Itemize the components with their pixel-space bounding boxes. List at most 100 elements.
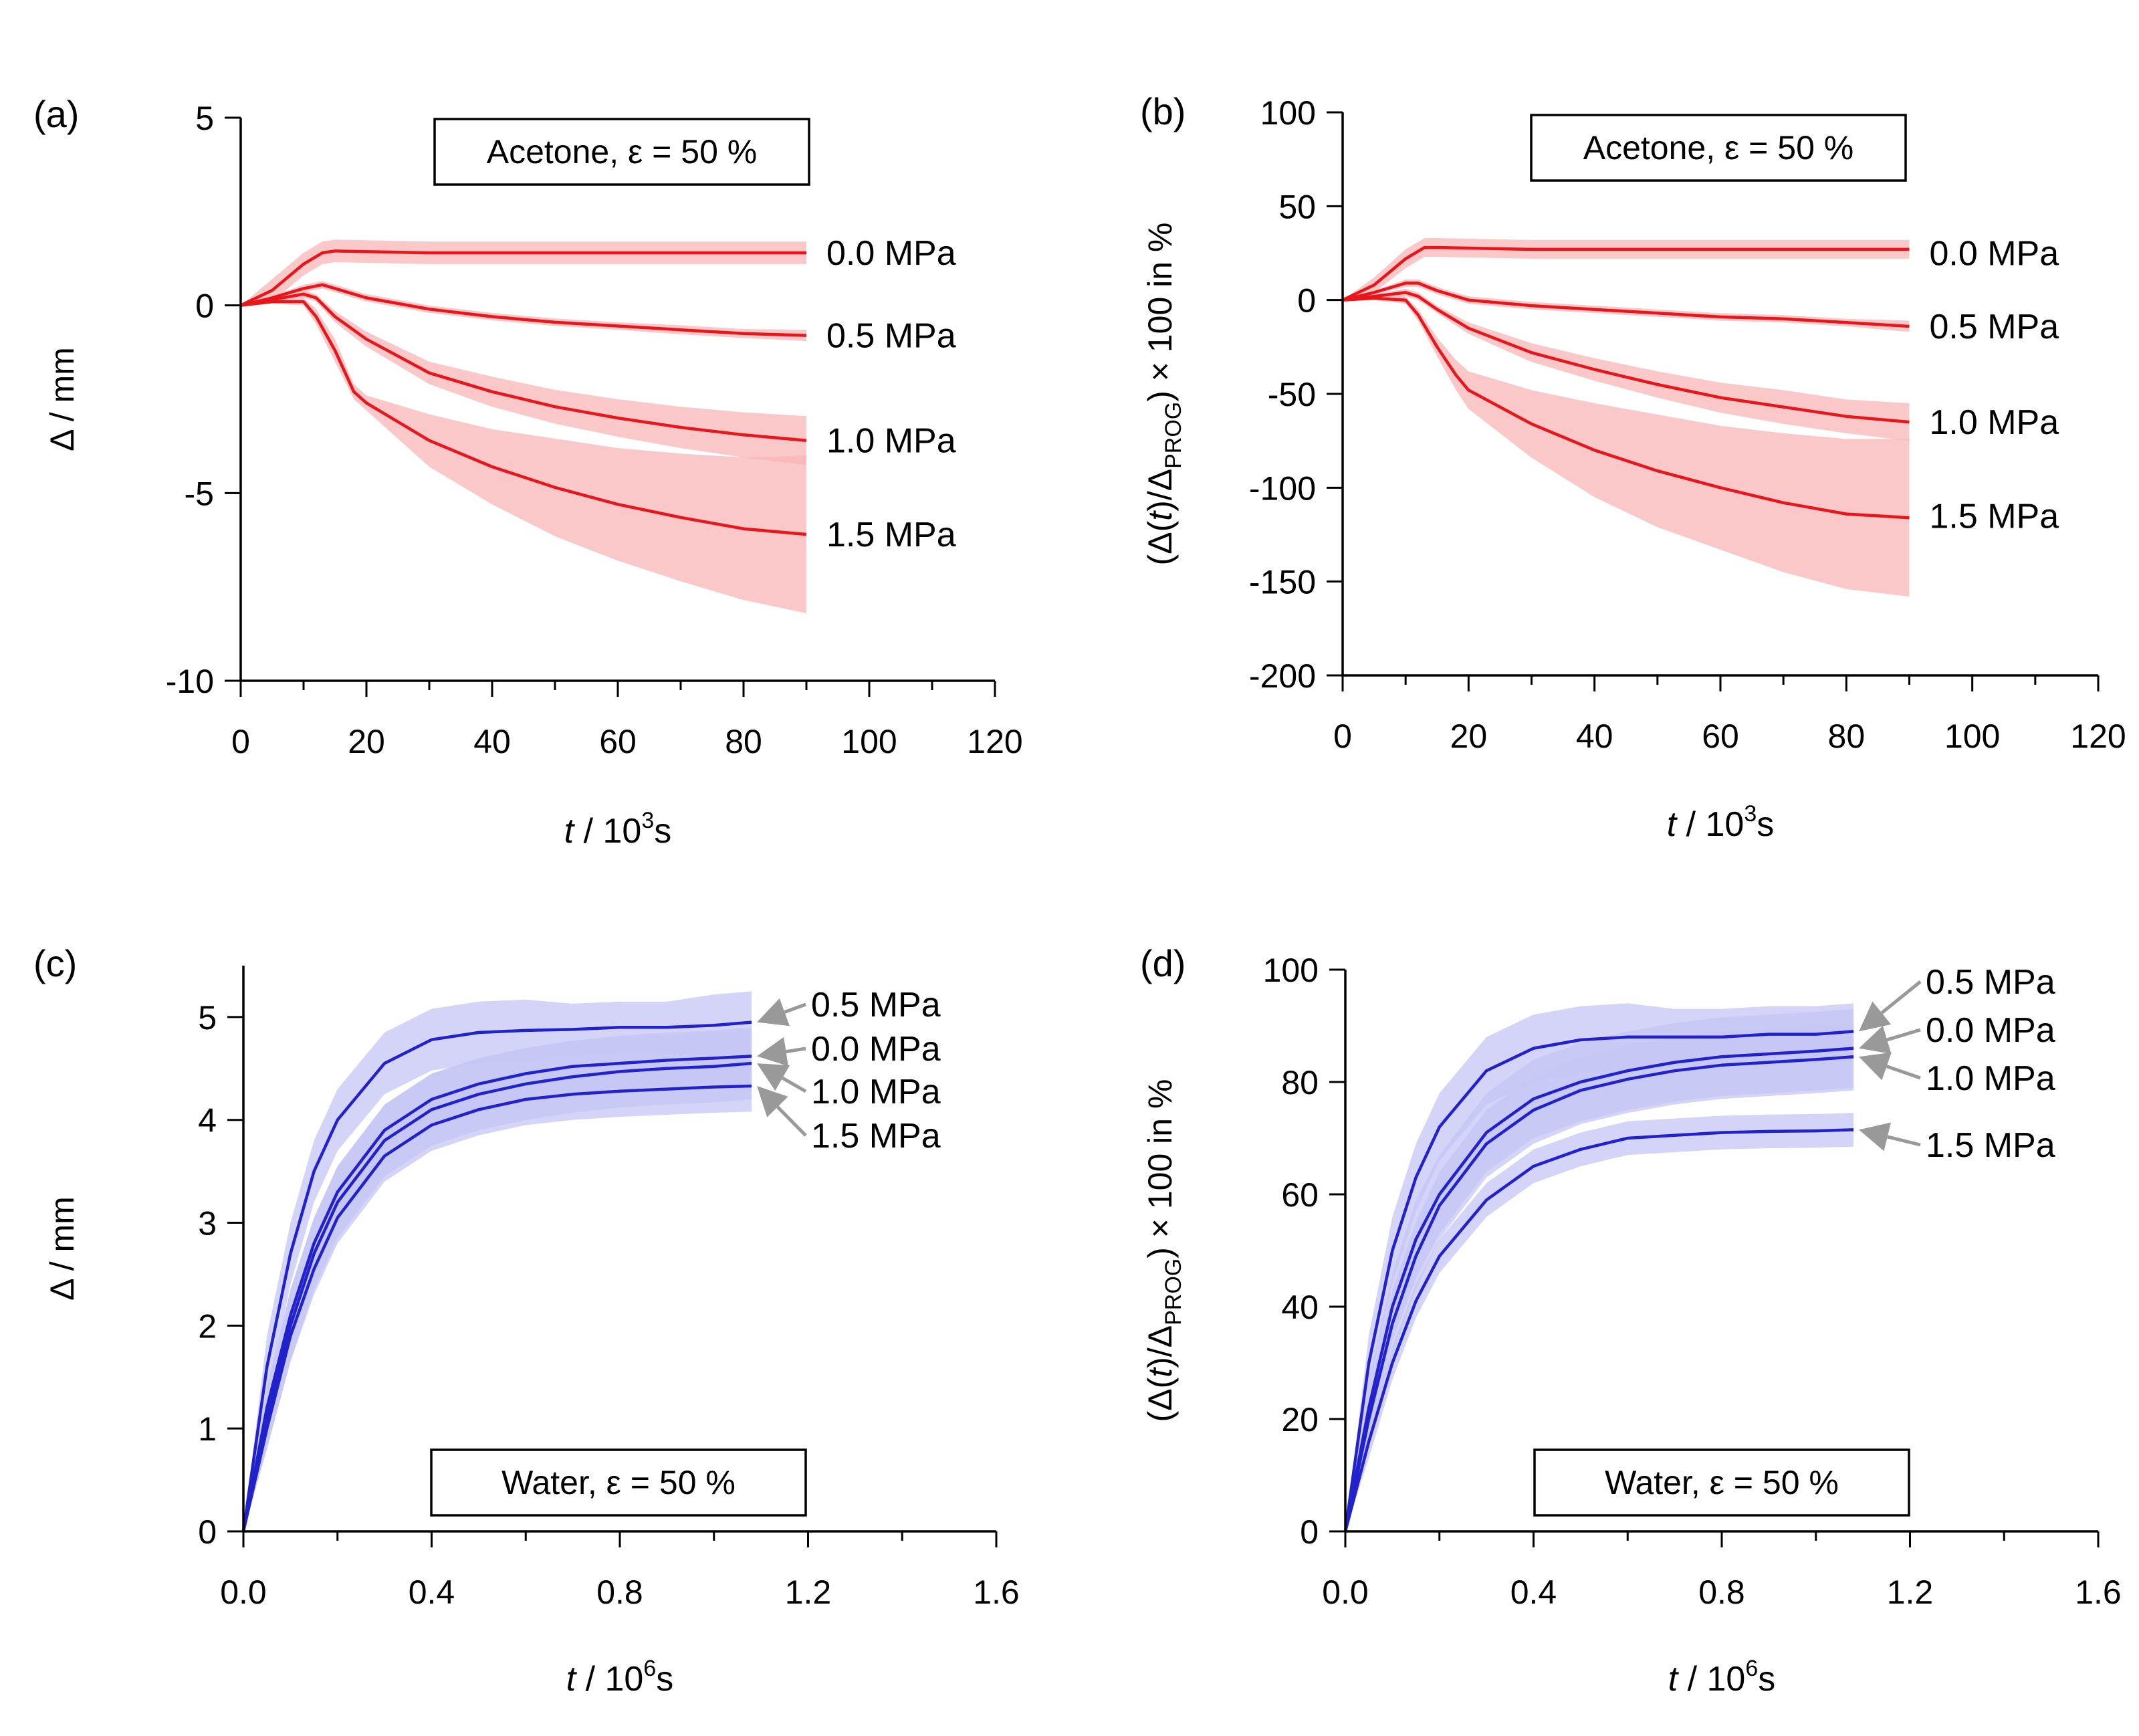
- y-tick-label: -5: [185, 475, 214, 512]
- x-tick-label: 100: [1944, 718, 2000, 755]
- x-tick-label: 0: [231, 723, 250, 760]
- y-tick-label: 80: [1281, 1064, 1319, 1101]
- x-label-unit: s: [1758, 1660, 1775, 1699]
- series-line-2: [241, 1061, 752, 1532]
- series-line-1: [240, 283, 807, 337]
- series-label-1: 0.5 MPa: [1930, 308, 2059, 346]
- y-label-var: t: [1141, 1367, 1179, 1378]
- series-label-2: 1.0 MPa: [826, 422, 956, 461]
- y-tick-label: 50: [1278, 188, 1316, 225]
- y-label-sub: PROG: [1161, 1259, 1186, 1325]
- y-tick-label: 4: [198, 1102, 217, 1140]
- series-label-3: 1.5 MPa: [826, 516, 956, 554]
- y-tick-label: 0: [1300, 1513, 1319, 1551]
- series-line-2: [1342, 291, 1910, 424]
- x-tick-label: 120: [2070, 718, 2126, 755]
- series-line-3: [1343, 1128, 1854, 1532]
- x-label-text: / 10: [1678, 1660, 1745, 1699]
- series-label-2: 1.0 MPa: [1926, 1059, 2055, 1098]
- band-series-3: [1343, 296, 1910, 597]
- y-label-pre: (Δ(: [1141, 520, 1179, 565]
- series-label-1: 0.5 MPa: [826, 317, 956, 356]
- y-tick-label: -10: [166, 663, 214, 700]
- y-tick-label: 5: [195, 100, 214, 137]
- x-tick-label: 40: [473, 723, 511, 760]
- label-arrow-2: [1886, 1065, 1921, 1080]
- y-label-mid: )/Δ: [1141, 469, 1179, 512]
- x-label-unit: s: [1757, 805, 1774, 844]
- series-line-2: [240, 292, 807, 442]
- panel-label: (c): [33, 942, 77, 984]
- y-label-post: ) × 100 in %: [1141, 223, 1179, 402]
- series-line-3: [240, 300, 807, 536]
- panel-c: (c) 0.0 0.4 0.8 1.2 1.6 0 1 2 3 4 5 t / 106s Δ / mm Wa…: [33, 942, 1020, 1699]
- x-tick-label: 120: [967, 723, 1022, 760]
- series-line-3: [241, 1084, 752, 1532]
- y-axis-label: Δ / mm: [43, 1196, 81, 1301]
- annotation-box: [1530, 114, 1907, 182]
- series-label-0: 0.5 MPa: [811, 986, 941, 1024]
- label-arrow-1: [1886, 1028, 1921, 1042]
- series-line-1: [241, 1055, 752, 1532]
- y-tick-label: 100: [1260, 94, 1316, 132]
- series-label-3: 1.5 MPa: [1926, 1126, 2055, 1165]
- label-arrowhead-1: [757, 1037, 788, 1067]
- y-label-var: t: [1141, 510, 1179, 521]
- x-tick-label: 40: [1576, 718, 1613, 755]
- x-axis-label: t / 103s: [564, 808, 672, 851]
- series-label-1: 0.0 MPa: [811, 1030, 941, 1069]
- x-label-unit: s: [654, 812, 671, 851]
- band-series-1: [241, 281, 806, 341]
- label-arrowhead-2: [1859, 1052, 1892, 1081]
- x-tick-label: 20: [348, 723, 385, 760]
- x-tick-label: 80: [725, 723, 762, 760]
- label-arrowhead-0: [757, 998, 790, 1026]
- y-tick-label: 0: [1297, 282, 1316, 320]
- y-axis-label: Δ / mm: [43, 347, 81, 451]
- series-label-0: 0.0 MPa: [1930, 235, 2059, 274]
- x-tick-label: 1.2: [1887, 1574, 1934, 1611]
- y-label-pre: (Δ(: [1141, 1377, 1179, 1422]
- x-tick-label: 0.4: [409, 1574, 455, 1611]
- x-tick-label: 20: [1450, 718, 1488, 755]
- y-axis-label: (Δ(t)/ΔPROG) × 100 in %: [1141, 1079, 1186, 1422]
- x-tick-label: 0.0: [220, 1574, 267, 1611]
- y-tick-label: 60: [1281, 1176, 1319, 1214]
- series-line-1: [1343, 1047, 1854, 1532]
- x-axis-label: t / 106s: [566, 1656, 674, 1699]
- y-tick-label: 3: [198, 1205, 217, 1242]
- y-label-mid: )/Δ: [1141, 1325, 1179, 1368]
- band-series-2: [241, 290, 806, 465]
- x-label-text: / 10: [576, 1660, 643, 1699]
- x-tick-label: 100: [841, 723, 897, 760]
- x-tick-label: 60: [1702, 718, 1739, 755]
- x-label-sup: 6: [1745, 1656, 1758, 1681]
- x-label-unit: s: [656, 1660, 673, 1699]
- y-tick-label: 20: [1281, 1401, 1319, 1438]
- x-label-sup: 6: [643, 1656, 656, 1681]
- x-label-sup: 3: [641, 808, 654, 833]
- series-line-0: [240, 249, 806, 307]
- x-tick-label: 80: [1828, 718, 1866, 755]
- x-label-var: t: [566, 1660, 578, 1699]
- x-label-text: / 10: [574, 812, 641, 851]
- x-tick-label: 0.4: [1510, 1574, 1557, 1611]
- y-label-sub: PROG: [1161, 402, 1186, 469]
- y-tick-label: -200: [1249, 657, 1316, 695]
- annotation-text: Water, ε = 50 %: [1605, 1464, 1839, 1501]
- y-tick-label: -150: [1249, 564, 1316, 601]
- series-line-0: [1342, 245, 1910, 302]
- label-arrow-0: [1880, 980, 1922, 1014]
- label-arrowhead-2: [757, 1063, 790, 1091]
- label-arrowhead-3: [757, 1085, 788, 1117]
- label-arrowhead-1: [1859, 1025, 1892, 1055]
- label-arrow-2: [781, 1076, 807, 1093]
- x-axis-label: t / 103s: [1667, 801, 1775, 844]
- x-label-var: t: [1667, 805, 1678, 844]
- y-tick-label: -100: [1249, 469, 1316, 507]
- annotation-box: [430, 1448, 807, 1517]
- series-label-1: 0.0 MPa: [1926, 1011, 2055, 1050]
- annotation-text: Acetone, ε = 50 %: [487, 133, 758, 171]
- x-tick-label: 1.6: [973, 1574, 1020, 1611]
